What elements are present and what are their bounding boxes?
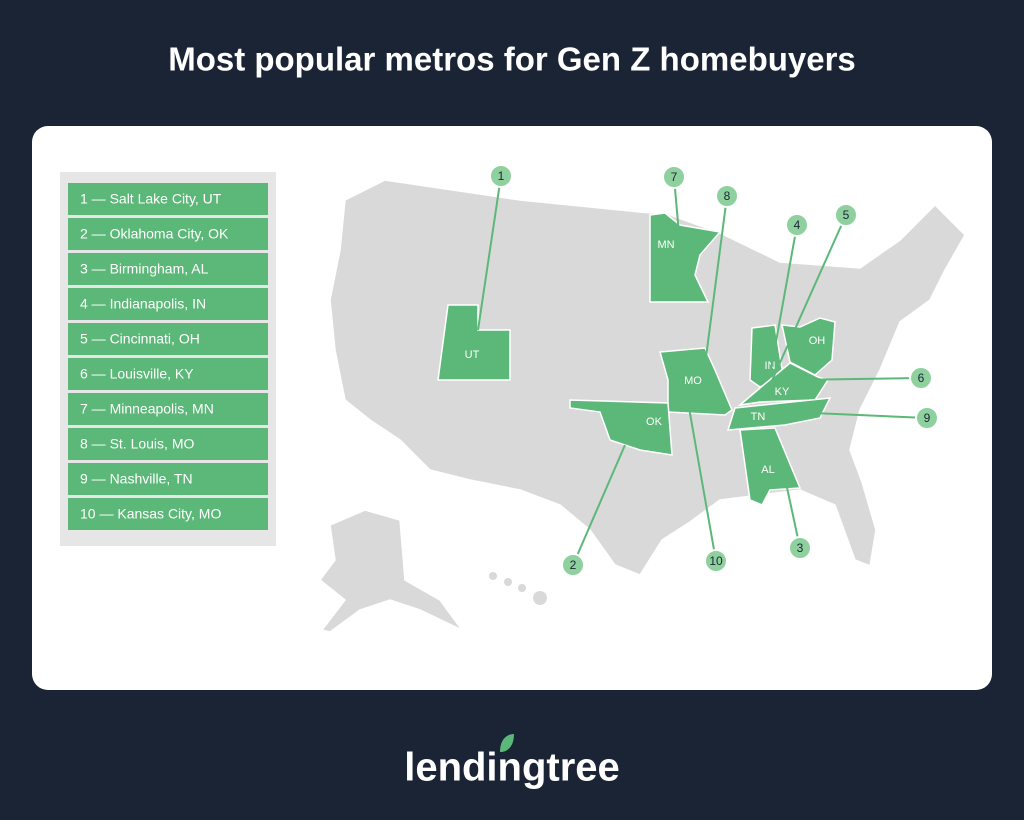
callout-number: 5 <box>843 208 850 222</box>
title: Most popular metros for Gen Z homebuyers <box>168 41 856 78</box>
state-highlight <box>726 397 832 431</box>
callout-circle <box>909 366 933 390</box>
callout-circle <box>834 203 858 227</box>
state-label: OK <box>646 416 663 428</box>
legend-label: 2 — Oklahoma City, OK <box>80 226 229 242</box>
state-highlight <box>737 362 830 407</box>
callout-line <box>704 195 728 366</box>
state-label: KY <box>775 386 790 398</box>
callout-number: 8 <box>724 189 731 203</box>
callout-line <box>477 175 502 331</box>
legend-row <box>68 288 268 320</box>
callout-circle <box>915 406 939 430</box>
callout-line <box>769 214 847 386</box>
callout-circle <box>715 184 739 208</box>
callout-line <box>684 384 717 562</box>
state-highlight <box>649 212 722 303</box>
state-highlight <box>437 304 511 381</box>
state-label: TN <box>751 411 766 423</box>
callout-circle <box>788 536 812 560</box>
callout-circle <box>662 165 686 189</box>
logo: lendingtree <box>404 734 620 790</box>
callout-line <box>769 224 798 376</box>
legend-row <box>68 428 268 460</box>
legend-row <box>68 393 268 425</box>
callout-line <box>744 409 928 419</box>
callout-circle <box>785 213 809 237</box>
state-highlight <box>739 427 802 506</box>
legend-row <box>68 358 268 390</box>
legend-label: 6 — Louisville, KY <box>80 366 194 382</box>
callout-number: 9 <box>924 411 931 425</box>
callout-line <box>789 377 922 381</box>
callout-line <box>779 454 801 549</box>
legend-row <box>68 463 268 495</box>
callout-number: 4 <box>794 218 801 232</box>
legend-label: 3 — Birmingham, AL <box>80 261 209 277</box>
us-outline <box>329 179 966 576</box>
state-highlight <box>781 317 836 376</box>
legend-row <box>68 183 268 215</box>
legend-row <box>68 498 268 530</box>
alaska <box>318 509 463 633</box>
callout-number: 7 <box>671 170 678 184</box>
state-label: UT <box>465 349 480 361</box>
state-label: MO <box>684 375 702 387</box>
legend-label: 10 — Kansas City, MO <box>80 506 221 522</box>
hawaii <box>489 572 547 605</box>
callout-circle <box>704 549 728 573</box>
state-label: AL <box>761 464 774 476</box>
callout-number: 2 <box>570 558 577 572</box>
legend-label: 1 — Salt Lake City, UT <box>80 191 222 207</box>
callout-number: 10 <box>709 554 723 568</box>
callout-line <box>572 444 626 566</box>
callout-line <box>673 176 684 281</box>
legend-label: 7 — Minneapolis, MN <box>80 401 214 417</box>
map: UT MN MO OK IN OH KY TN AL <box>318 179 966 633</box>
callout-number: 1 <box>498 169 505 183</box>
state-label: MN <box>657 239 674 251</box>
logo-leaf <box>500 734 514 752</box>
legend-row <box>68 323 268 355</box>
callout-number: 6 <box>918 371 925 385</box>
legend-label: 8 — St. Louis, MO <box>80 436 194 452</box>
state-label: IN <box>765 360 776 372</box>
legend-label: 5 — Cincinnati, OH <box>80 331 200 347</box>
callout-circle <box>489 164 513 188</box>
callout-circle <box>561 553 585 577</box>
legend-label: 4 — Indianapolis, IN <box>80 296 206 312</box>
callout-number: 3 <box>797 541 804 555</box>
legend-row <box>68 253 268 285</box>
legend-row <box>68 218 268 250</box>
logo-text: lendingtree <box>404 746 620 790</box>
state-label: OH <box>809 335 826 347</box>
legend-label: 9 — Nashville, TN <box>80 471 193 487</box>
